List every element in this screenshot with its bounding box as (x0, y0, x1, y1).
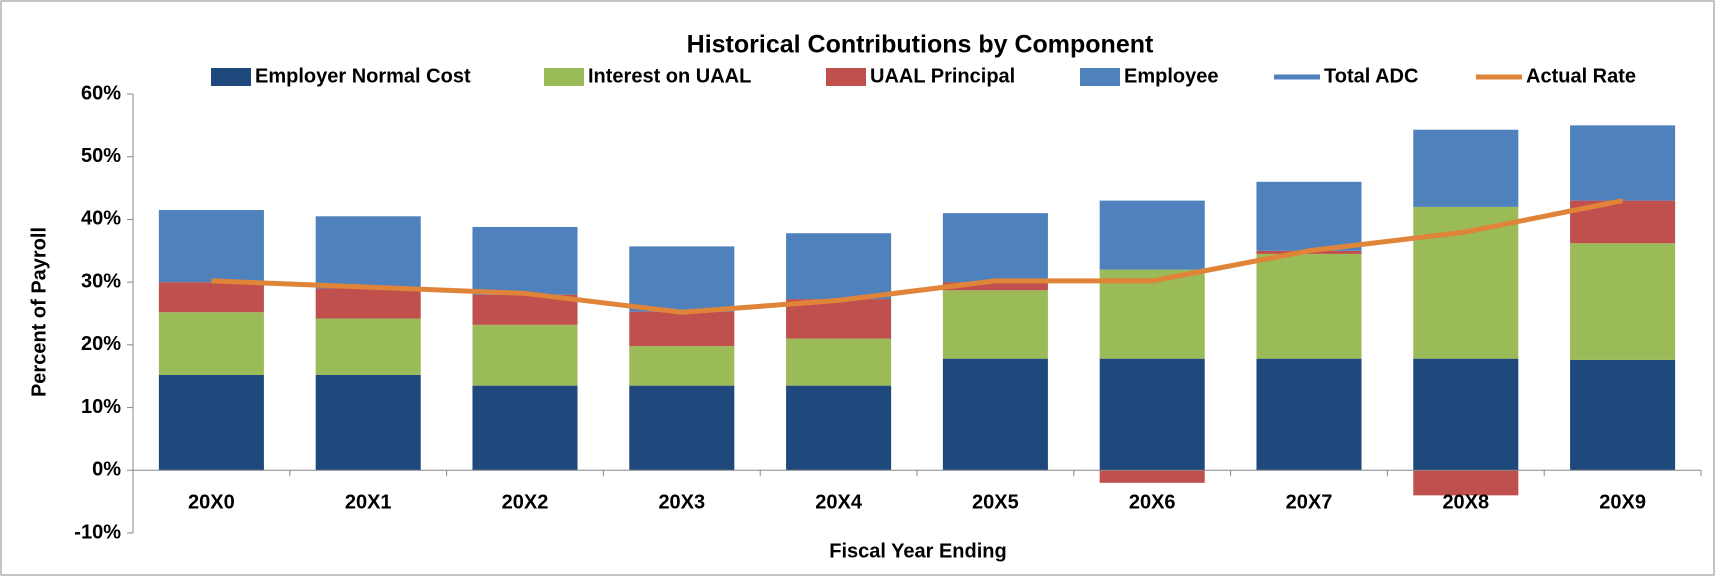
bar-segment (1099, 269, 1205, 359)
bar-segment (158, 374, 264, 471)
bar-segment (1413, 358, 1519, 471)
bar-segment (1256, 253, 1362, 359)
y-tick-label: -10% (74, 521, 121, 543)
bar-segment (629, 346, 735, 386)
line-series (211, 198, 1624, 315)
bar-segment (786, 233, 892, 300)
bar-segment (629, 385, 735, 471)
y-axis-label: Percent of Payroll (28, 227, 50, 397)
legend-label: UAAL Principal (870, 65, 1015, 87)
bar-segment (472, 324, 578, 386)
bar-segment (315, 288, 421, 319)
bar-segment (472, 226, 578, 295)
y-tick-label: 60% (81, 82, 121, 104)
bar-segment (158, 282, 264, 313)
bar-segment (786, 338, 892, 386)
legend-label: Actual Rate (1526, 65, 1636, 87)
y-tick-label: 30% (81, 270, 121, 292)
bar-segment (1099, 470, 1205, 483)
y-tick-label: 50% (81, 145, 121, 167)
bar-segment (942, 358, 1048, 471)
legend-swatch (826, 68, 866, 86)
x-tick-label: 20X7 (1286, 492, 1333, 514)
bar-segment (158, 312, 264, 375)
x-tick-label: 20X6 (1129, 492, 1176, 514)
x-tick-label: 20X8 (1442, 492, 1489, 514)
legend-swatch (211, 68, 251, 86)
y-tick-label: 0% (92, 459, 121, 481)
bar-segment (315, 318, 421, 375)
x-tick-label: 20X2 (502, 492, 549, 514)
y-tick-label: 40% (81, 208, 121, 230)
bar-segment (942, 282, 1048, 291)
bar-segment (158, 210, 264, 283)
x-axis-label: Fiscal Year Ending (829, 540, 1006, 562)
bar-segment (1256, 358, 1362, 471)
x-tick-label: 20X5 (972, 492, 1019, 514)
bar-segment (1570, 243, 1676, 360)
bar-segment (942, 290, 1048, 359)
bar-segment (1256, 181, 1362, 251)
x-tick-label: 20X9 (1599, 492, 1646, 514)
bar-segment (629, 311, 735, 347)
chart-title: Historical Contributions by Component (687, 31, 1154, 59)
x-tick-label: 20X1 (345, 492, 392, 514)
legend-label: Employee (1124, 65, 1218, 87)
bar-segment (472, 385, 578, 471)
y-tick-label: 10% (81, 396, 121, 418)
bar-segment (942, 213, 1048, 283)
bar-segment (1413, 470, 1519, 496)
legend-swatch (544, 68, 584, 86)
legend-swatch (1080, 68, 1120, 86)
bar-segment (1413, 129, 1519, 207)
bar-segment (1099, 200, 1205, 270)
bar-segment (786, 299, 892, 339)
x-tick-label: 20X4 (815, 492, 863, 514)
bar-segment (786, 385, 892, 471)
bar-segment (629, 246, 735, 312)
x-tick-label: 20X3 (658, 492, 705, 514)
y-tick-label: 20% (81, 333, 121, 355)
bar-segment (1099, 358, 1205, 471)
legend-label: Total ADC (1324, 65, 1418, 87)
legend-label: Employer Normal Cost (255, 65, 471, 87)
x-tick-label: 20X0 (188, 492, 235, 514)
bar-segment (315, 374, 421, 471)
bar-segment (1570, 125, 1676, 201)
bar-segment (1570, 359, 1676, 471)
legend-label: Interest on UAAL (588, 65, 751, 87)
bar-segment (315, 216, 421, 289)
